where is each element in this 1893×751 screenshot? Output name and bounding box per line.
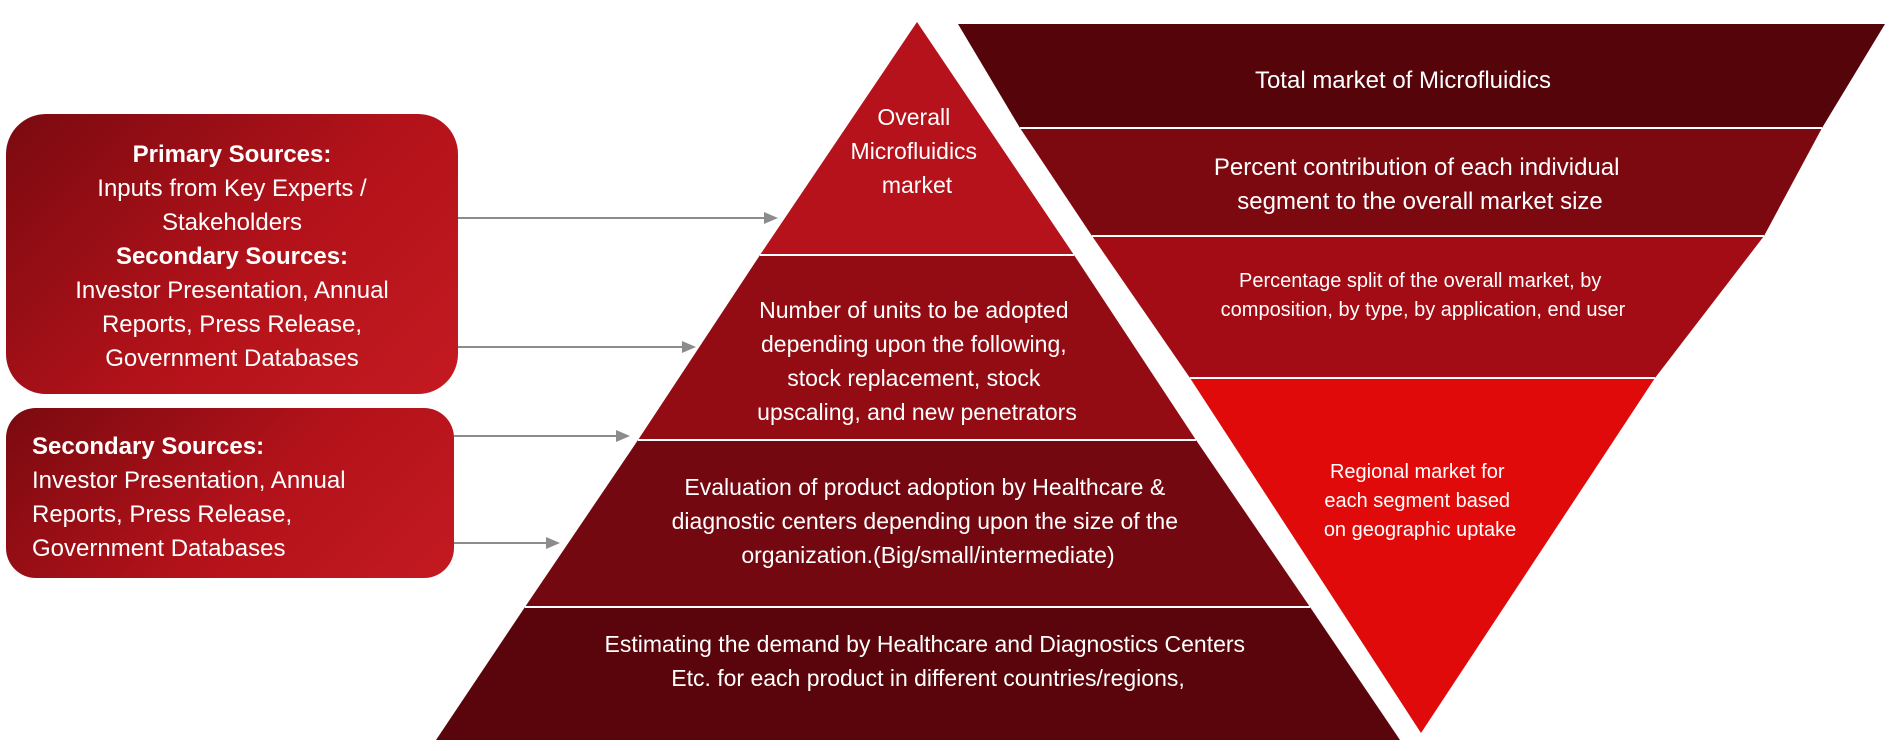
secondary-sources-text: Reports, Press Release,	[101, 311, 363, 338]
inverted-level-4	[1190, 378, 1655, 733]
pyramid-level-4-label: Estimating the demand by Healthcare and …	[605, 631, 1252, 691]
inverted-level-2-label: Percent contribution of each individual …	[1214, 154, 1626, 215]
inverted-level-2	[1020, 128, 1822, 236]
primary-secondary-sources-box: Primary Sources: Inputs from Key Experts…	[6, 114, 458, 394]
pyramid-level-3-label: Evaluation of product adoption by Health…	[672, 474, 1185, 568]
inverted-pyramid: Total market of Microfluidics Percent co…	[958, 24, 1885, 733]
secondary-sources-text: Investor Presentation, Annual	[32, 467, 346, 494]
pyramid-level-3	[525, 440, 1310, 607]
pyramid-level-1-label: Overall Microfluidics market	[851, 104, 984, 198]
secondary-sources-text: Investor Presentation, Annual	[75, 277, 389, 304]
primary-sources-text: Stakeholders	[161, 209, 303, 236]
arrow-head	[546, 537, 560, 549]
arrow-head	[616, 430, 630, 442]
secondary-sources-text: Government Databases	[32, 535, 286, 562]
arrow-head	[682, 341, 696, 353]
pyramid-level-4	[436, 607, 1400, 740]
secondary-sources-heading: Secondary Sources:	[115, 243, 349, 270]
pyramid: Overall Microfluidics market Number of u…	[436, 22, 1400, 740]
secondary-sources-text: Reports, Press Release,	[32, 501, 293, 528]
pyramid-level-2	[638, 255, 1196, 440]
inverted-level-3	[1092, 236, 1764, 378]
inverted-level-4-label: Regional market for each segment based o…	[1324, 461, 1516, 541]
primary-sources-text: Inputs from Key Experts /	[97, 175, 367, 202]
inverted-level-1	[958, 24, 1885, 128]
secondary-sources-text: Government Databases	[105, 345, 359, 372]
inverted-level-3-label: Percentage split of the overall market, …	[1221, 270, 1626, 321]
secondary-sources-heading: Secondary Sources:	[32, 433, 265, 460]
pyramid-level-1	[760, 22, 1074, 255]
pyramid-level-2-label: Number of units to be adopted depending …	[757, 297, 1077, 425]
connector-arrows	[452, 212, 778, 549]
primary-sources-heading: Primary Sources:	[132, 141, 332, 168]
inverted-level-1-label: Total market of Microfluidics	[1255, 67, 1551, 94]
arrow-head	[764, 212, 778, 224]
secondary-sources-box: Secondary Sources: Investor Presentation…	[6, 408, 454, 578]
